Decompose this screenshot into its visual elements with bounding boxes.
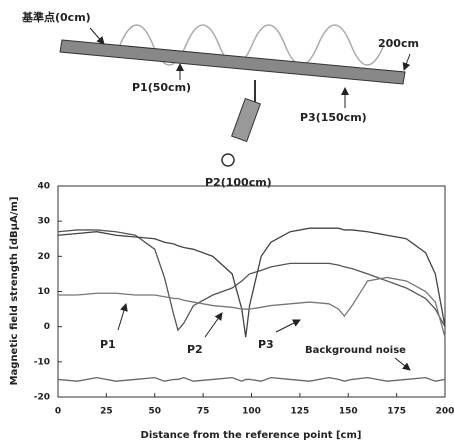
y-axis-label: Magnetic field strength [dBμA/m] — [9, 197, 20, 386]
figure: 基準点(0cm) 200cm P1(50cm) P3(150cm) P2(100… — [0, 0, 454, 443]
x-tick-label: 150 — [339, 407, 358, 417]
y-tick-label: 30 — [37, 217, 50, 227]
end-label: 200cm — [378, 37, 419, 50]
x-tick-label: 75 — [197, 407, 210, 417]
x-tick-label: 200 — [436, 407, 454, 417]
annotation: P2 — [187, 343, 203, 356]
p1-label: P1(50cm) — [132, 81, 191, 94]
plot-frame — [58, 186, 445, 397]
x-tick-label: 175 — [387, 407, 406, 417]
annotation-arrow — [205, 313, 222, 337]
annotation-arrow — [276, 320, 300, 332]
annotation: P3 — [258, 338, 274, 351]
p2-label: P2(100cm) — [205, 176, 272, 189]
y-tick-label: 0 — [44, 322, 50, 332]
cable — [60, 40, 405, 84]
annotation: Background noise — [305, 345, 406, 356]
series-line — [58, 228, 445, 337]
series-line — [58, 230, 445, 330]
x-tick-label: 50 — [148, 407, 161, 417]
annotation-arrow — [118, 304, 126, 330]
diagram: 基準点(0cm) 200cm P1(50cm) P3(150cm) P2(100… — [21, 10, 419, 189]
annotation-arrow — [395, 358, 410, 370]
y-tick-label: 20 — [37, 252, 50, 262]
x-axis-label: Distance from the reference point [cm] — [141, 430, 362, 441]
loop — [222, 154, 234, 166]
origin-label: 基準点(0cm) — [21, 10, 91, 24]
series-line — [58, 277, 445, 337]
arrow — [404, 54, 410, 70]
annotation: P1 — [100, 338, 116, 351]
p3-label: P3(150cm) — [300, 111, 367, 124]
y-tick-label: 10 — [37, 287, 50, 297]
x-tick-label: 125 — [290, 407, 309, 417]
x-tick-label: 100 — [242, 407, 261, 417]
x-tick-label: 25 — [100, 407, 113, 417]
arrow — [90, 28, 104, 44]
series-line — [58, 378, 445, 382]
x-tick-label: 0 — [55, 407, 61, 417]
coil — [232, 98, 261, 141]
y-tick-label: -10 — [34, 357, 50, 367]
y-tick-label: -20 — [34, 393, 50, 403]
y-tick-label: 40 — [37, 182, 50, 192]
